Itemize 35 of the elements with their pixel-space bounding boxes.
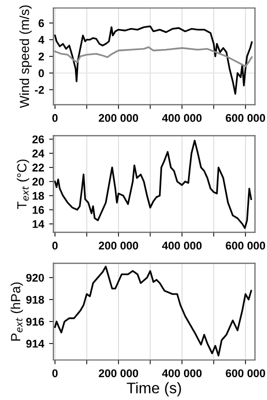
y-tick-label: 920 bbox=[26, 274, 44, 282]
x-axis-title: Time (s) bbox=[126, 382, 181, 396]
x-tick-label: 600 000 bbox=[226, 114, 266, 122]
y-tick-label: 22 bbox=[32, 164, 44, 172]
x-tick-label: 200 000 bbox=[98, 369, 138, 378]
x-tick-label: 200 000 bbox=[98, 242, 138, 250]
line-series bbox=[54, 46, 253, 68]
y-tick-label: 918 bbox=[26, 296, 44, 304]
x-tick-label: 200 000 bbox=[98, 114, 138, 122]
x-tick-label: 400 000 bbox=[162, 114, 202, 122]
line-series bbox=[54, 26, 253, 95]
line-series bbox=[54, 266, 252, 356]
x-tick-label: 400 000 bbox=[162, 369, 202, 378]
y-tick-label: -2 bbox=[34, 86, 44, 94]
y-tick-label: 20 bbox=[32, 178, 44, 186]
x-tick-label: 0 bbox=[52, 242, 58, 250]
y-tick-label: 18 bbox=[32, 192, 44, 200]
y-tick-label: 914 bbox=[26, 340, 44, 348]
x-tick-label: 600 000 bbox=[226, 369, 266, 378]
y-tick-label: 24 bbox=[32, 150, 44, 158]
y-tick-label: 6 bbox=[38, 19, 44, 28]
y-tick-label: 14 bbox=[32, 220, 44, 228]
y-axis-title: Wind speed (m/s) bbox=[19, 5, 32, 108]
x-tick-label: 0 bbox=[52, 369, 58, 378]
y-tick-label: 2 bbox=[38, 52, 44, 60]
y-tick-label: 0 bbox=[38, 69, 44, 78]
y-axis-title: P$_{ext}$ (hPa) bbox=[10, 282, 23, 341]
y-tick-label: 16 bbox=[32, 206, 44, 214]
y-tick-label: 4 bbox=[38, 36, 44, 44]
y-tick-label: 26 bbox=[32, 135, 44, 144]
x-tick-label: 0 bbox=[52, 114, 58, 122]
y-tick-label: 916 bbox=[26, 318, 44, 326]
x-tick-label: 600 000 bbox=[226, 242, 266, 250]
x-tick-label: 400 000 bbox=[162, 242, 202, 250]
y-axis-title: T$_{ext}$ (°C) bbox=[16, 160, 30, 210]
